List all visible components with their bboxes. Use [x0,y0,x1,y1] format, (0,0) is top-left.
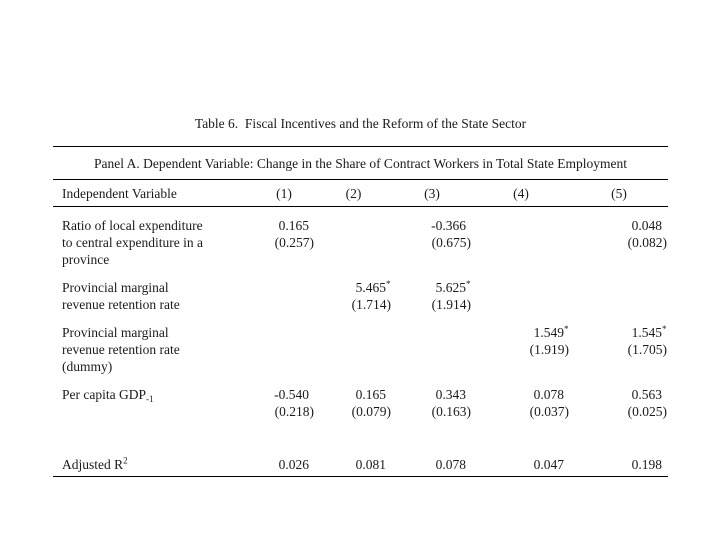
value-cell [472,207,570,269]
footer-label: Adjusted R [62,457,124,472]
value-cell [315,207,392,269]
panel-header-row: Panel A. Dependent Variable: Change in t… [53,146,669,180]
column-header-2: (2) [315,179,392,207]
value-cell: 1.545* (1.705) [570,313,668,375]
table-row: Ratio of local expenditure to central exp… [53,207,668,269]
column-header-row: Independent Variable (1) (2) (3) (4) (5) [53,179,669,207]
value-cell: 0.343 (0.163) [392,375,472,420]
results-table: Panel A. Dependent Variable: Change in t… [53,146,669,477]
value-cell: 0.078 (0.037) [472,375,570,420]
value-cell [253,313,315,375]
coefficient-value: 0.343 [435,387,466,402]
coefficient-value: 5.465* [355,278,391,295]
standard-error: (1.914) [431,297,471,312]
row-label: Provincial marginal revenue retention rat… [62,280,180,312]
label-superscript: 2 [123,455,128,466]
value-cell: 0.078 [392,420,472,477]
table-row: Provincial marginal revenue retention rat… [53,313,668,375]
value-cell: 0.047 [472,420,570,477]
column-header-independent-variable: Independent Variable [53,179,253,207]
value-cell: 0.026 [253,420,315,477]
statistic-value: 0.078 [435,457,466,472]
coefficient-value: 0.165 [278,218,309,233]
column-header-4: (4) [472,179,570,207]
value-cell: 0.048 (0.082) [570,207,668,269]
standard-error: (1.714) [351,297,391,312]
row-label: Provincial marginal revenue retention rat… [62,325,180,374]
coefficient-value: 1.545* [631,323,667,340]
coefficient-value: 0.563 [631,387,663,402]
value-cell: -0.366 (0.675) [392,207,472,269]
standard-error: (0.218) [274,404,314,419]
standard-error: (1.705) [627,342,668,357]
coefficient-value: 0.165 [355,387,386,402]
adjusted-r-squared-row: Adjusted R2 0.026 0.081 0.078 0.047 0.19… [53,420,669,477]
value-cell: -0.540 (0.218) [253,375,315,420]
table-body: Ratio of local expenditure to central exp… [53,207,668,421]
coefficient-value: -0.366 [431,218,466,233]
value-cell [253,268,315,313]
coefficient-value: 0.078 [533,387,564,402]
value-cell: 5.625* (1.914) [392,268,472,313]
value-cell: 0.563 (0.025) [570,375,668,420]
standard-error: (1.919) [529,342,569,357]
standard-error: (0.037) [529,404,569,419]
standard-error: (0.082) [627,235,668,250]
statistic-value: 0.081 [355,457,386,472]
standard-error: (0.257) [274,235,314,250]
row-label: Ratio of local expenditure to central exp… [62,218,203,267]
table-row: Provincial marginal revenue retention rat… [53,268,668,313]
value-cell: 0.081 [315,420,392,477]
value-cell: 5.465* (1.714) [315,268,392,313]
statistic-value: 0.047 [533,457,564,472]
label-subscript: -1 [145,394,154,404]
value-cell [570,268,668,313]
row-label: Per capita GDP-1 [62,387,154,404]
document-sheet: Table 6. Fiscal Incentives and the Refor… [53,115,669,477]
value-cell: 1.549* (1.919) [472,313,570,375]
value-cell: 0.165 (0.257) [253,207,315,269]
row-label: Adjusted R2 [53,420,253,477]
column-header-3: (3) [392,179,472,207]
panel-header: Panel A. Dependent Variable: Change in t… [53,146,669,180]
standard-error: (0.079) [351,404,391,419]
column-header-5: (5) [570,179,669,207]
value-cell: 0.165 (0.079) [315,375,392,420]
standard-error: (0.675) [431,235,471,250]
page-title: Table 6. Fiscal Incentives and the Refor… [194,116,527,131]
coefficient-value: 1.549* [533,323,569,340]
column-header-1: (1) [253,179,315,207]
value-cell [472,268,570,313]
coefficient-value: -0.540 [274,387,309,402]
coefficient-value: 0.048 [631,218,663,233]
value-cell [315,313,392,375]
coefficient-value: 5.625* [435,278,471,295]
statistic-value: 0.026 [278,457,309,472]
value-cell: 0.198 [570,420,669,477]
table-row: Per capita GDP-1 -0.540 (0.218) 0.165 (0.079… [53,375,668,420]
statistic-value: 0.198 [631,457,663,472]
standard-error: (0.163) [431,404,471,419]
value-cell [392,313,472,375]
standard-error: (0.025) [627,404,668,419]
